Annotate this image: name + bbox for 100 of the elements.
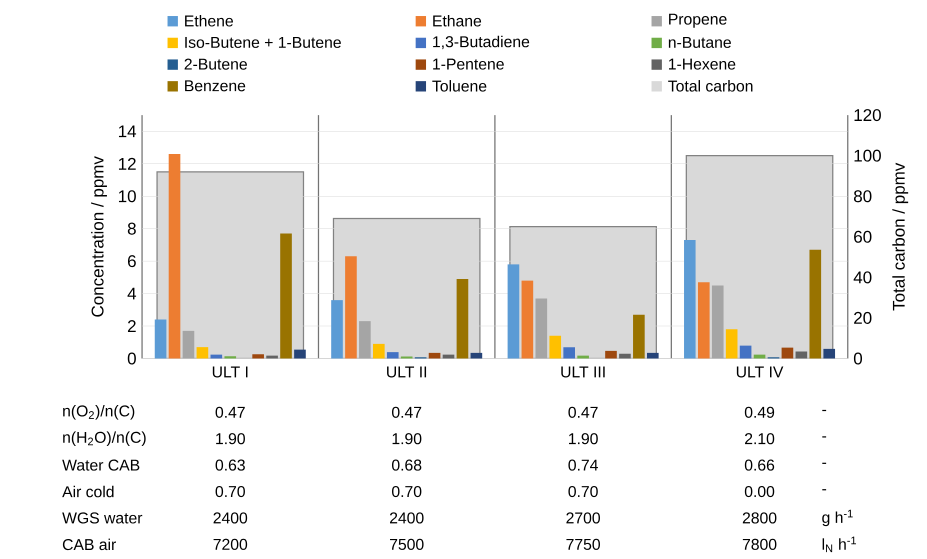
x-tick-label: ULT II bbox=[387, 366, 426, 378]
bar bbox=[428, 353, 440, 359]
bar bbox=[823, 349, 836, 359]
bar bbox=[698, 282, 710, 359]
text: - bbox=[822, 410, 826, 412]
text: 2400 bbox=[214, 512, 248, 524]
bar bbox=[372, 344, 385, 359]
x-tick-label: ULT III bbox=[561, 366, 605, 378]
legend-label: n-Butane bbox=[668, 37, 731, 48]
y-tick-label: 10 bbox=[118, 190, 136, 202]
bar bbox=[605, 351, 617, 359]
bar bbox=[224, 356, 236, 359]
text: l$_{N}$ h$^{-1}$ bbox=[822, 536, 856, 552]
bar bbox=[549, 336, 562, 359]
text: - bbox=[822, 489, 826, 491]
legend-label: 1,3-Butadiene bbox=[433, 36, 530, 50]
text: 0.47 bbox=[216, 406, 245, 418]
text: CAB air bbox=[62, 538, 116, 550]
legend-label: Total carbon bbox=[668, 80, 752, 92]
y-tick-label: 0 bbox=[128, 352, 136, 365]
legend-label: 1-Hexene bbox=[669, 58, 736, 70]
bar bbox=[563, 348, 576, 359]
bar bbox=[535, 298, 548, 359]
text: 0.70 bbox=[216, 486, 245, 498]
text: Water CAB bbox=[62, 460, 140, 471]
bar bbox=[168, 154, 180, 359]
x-tick-label: ULT IV bbox=[736, 366, 784, 378]
text: 0.70 bbox=[568, 486, 598, 498]
legend-label: Propene bbox=[669, 14, 727, 28]
bar bbox=[266, 356, 278, 359]
bar bbox=[196, 347, 208, 359]
bar bbox=[359, 321, 371, 359]
bar bbox=[442, 354, 454, 359]
bar bbox=[577, 356, 589, 359]
bar bbox=[456, 279, 468, 359]
text: 0.47 bbox=[392, 406, 422, 418]
y2-tick-label: 120 bbox=[854, 109, 881, 122]
legend-label: Ethane bbox=[433, 15, 482, 27]
bar bbox=[782, 348, 794, 359]
bar bbox=[796, 352, 808, 359]
bar bbox=[182, 331, 194, 359]
text: Air cold bbox=[62, 486, 114, 498]
bar bbox=[684, 240, 696, 359]
legend-label: Toluene bbox=[432, 80, 486, 92]
text: 1.90 bbox=[392, 433, 422, 445]
bar bbox=[646, 353, 659, 359]
bar bbox=[470, 353, 482, 359]
text: 0.74 bbox=[568, 460, 598, 471]
text: n(O$_{2}$)/n(C) bbox=[63, 405, 134, 420]
bar bbox=[294, 350, 306, 359]
bar bbox=[386, 352, 399, 359]
bar bbox=[210, 354, 222, 359]
text: 1.90 bbox=[216, 433, 245, 445]
bar bbox=[619, 354, 631, 359]
y2-tick-label: 40 bbox=[854, 272, 872, 284]
text: 0.49 bbox=[744, 406, 774, 418]
text: 7500 bbox=[390, 539, 424, 550]
legend-label: Iso-Butene + 1-Butene bbox=[185, 37, 341, 48]
text: 0.68 bbox=[392, 460, 422, 471]
bar bbox=[508, 264, 520, 359]
bar bbox=[280, 234, 292, 359]
text: - bbox=[822, 436, 826, 438]
text: 2400 bbox=[390, 512, 424, 524]
y-axis-title: Concentration / ppmv bbox=[91, 156, 107, 317]
y-tick-label: 4 bbox=[128, 288, 136, 300]
text: g h$^{-1}$ bbox=[822, 510, 853, 526]
text: 7750 bbox=[566, 539, 600, 550]
bar bbox=[522, 280, 534, 359]
bar bbox=[740, 346, 752, 359]
text: 1.90 bbox=[569, 433, 598, 445]
text: 7200 bbox=[214, 539, 248, 550]
bar bbox=[154, 320, 166, 359]
text: - bbox=[822, 462, 826, 464]
text: 0.66 bbox=[744, 460, 774, 471]
bar bbox=[331, 300, 343, 359]
bar bbox=[712, 286, 724, 359]
legend-label: 1-Pentene bbox=[433, 58, 504, 70]
text: WGS water bbox=[62, 512, 142, 524]
y-tick-label: 2 bbox=[128, 320, 136, 332]
text: 2800 bbox=[742, 512, 776, 524]
y2-tick-label: 20 bbox=[854, 312, 872, 324]
bar bbox=[345, 256, 357, 359]
legend-label: Ethene bbox=[185, 15, 233, 27]
y-tick-label: 6 bbox=[128, 255, 136, 268]
y-tick-label: 8 bbox=[128, 222, 136, 235]
text: 2700 bbox=[566, 512, 600, 524]
bar bbox=[809, 250, 822, 359]
y-tick-label: 14 bbox=[118, 126, 136, 138]
x-tick-label: ULT I bbox=[212, 366, 248, 378]
text: 2.10 bbox=[745, 433, 774, 445]
text: 0.70 bbox=[392, 486, 422, 498]
bar bbox=[726, 330, 738, 359]
y2-tick-label: 100 bbox=[854, 150, 881, 162]
y2-tick-label: 0 bbox=[854, 352, 862, 365]
y2-axis-title: Total carbon / ppmv bbox=[892, 163, 908, 311]
text: 7800 bbox=[742, 539, 776, 550]
bar bbox=[252, 354, 264, 359]
legend-label: 2-Butene bbox=[184, 58, 247, 70]
text: n(H$_{2}$O)/n(C) bbox=[63, 432, 146, 446]
bar bbox=[633, 314, 645, 359]
